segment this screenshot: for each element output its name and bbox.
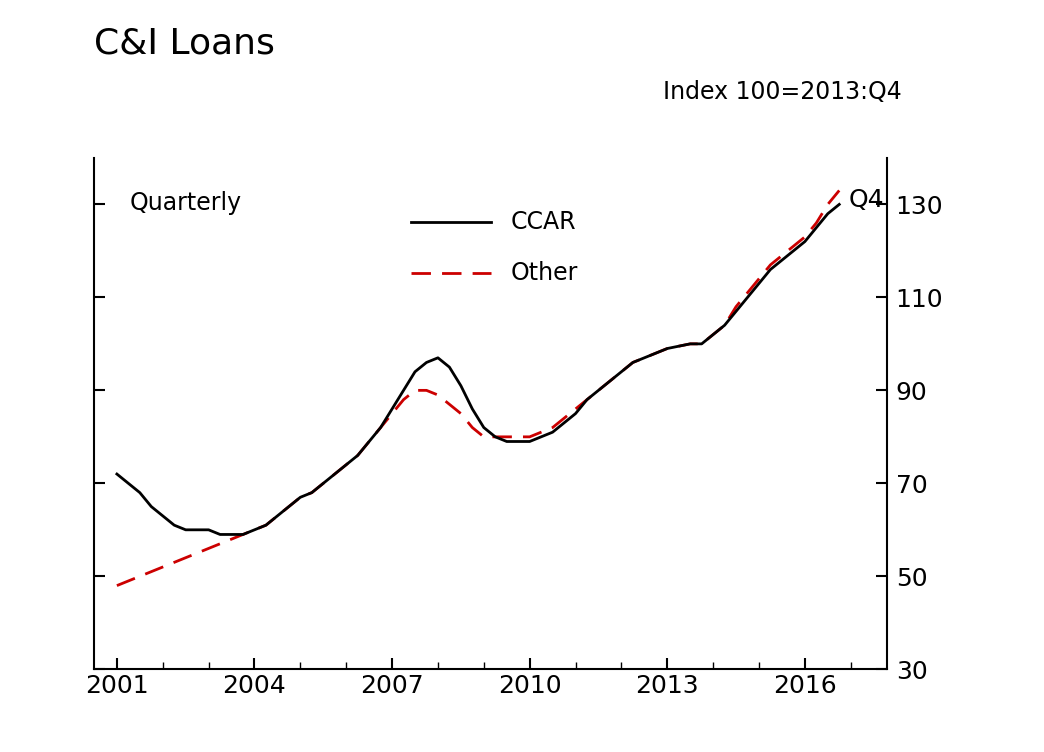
Text: C&I Loans: C&I Loans [94, 26, 275, 60]
Text: CCAR: CCAR [511, 210, 576, 234]
Text: Quarterly: Quarterly [129, 191, 242, 215]
Text: Other: Other [511, 261, 578, 285]
Text: Q4: Q4 [849, 188, 884, 212]
Text: Index 100=2013:Q4: Index 100=2013:Q4 [663, 80, 902, 104]
